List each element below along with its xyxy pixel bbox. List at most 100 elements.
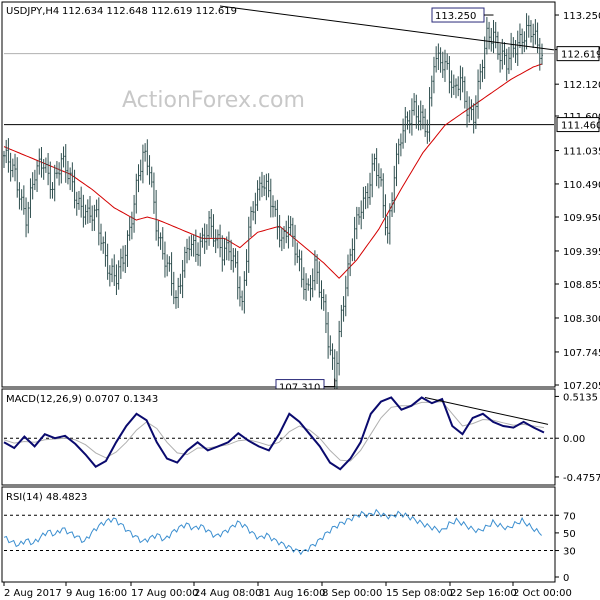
candlestick [128,216,131,241]
candlestick [342,296,345,322]
candlestick [249,206,252,237]
candlestick [294,224,297,266]
candlestick [16,157,19,198]
candlestick [40,146,43,178]
candlestick [42,159,45,180]
candlestick [474,95,477,129]
candlestick [505,48,508,81]
candlestick [375,148,378,187]
candlestick [351,238,354,262]
watermark: ActionForex.com [122,88,305,113]
candlestick [307,278,310,291]
candlestick [327,312,330,359]
candlestick [186,238,189,264]
candlestick [459,65,462,101]
candlestick [391,192,394,218]
candlestick [424,108,427,137]
price-tick-label: 111.035 [563,147,600,158]
candlestick [496,31,499,60]
candlestick [179,273,182,294]
price-tick-label: 107.745 [563,348,600,359]
candlestick [357,207,360,225]
candlestick [410,98,413,136]
candlestick [214,229,217,254]
candlestick [9,152,12,182]
support-tag [556,117,600,133]
candlestick [208,210,211,246]
candlestick [152,172,155,214]
candlestick [349,248,352,277]
candlestick [135,173,138,214]
candlestick [421,104,424,130]
candlestick [117,260,120,290]
price-levels [4,53,554,126]
candlestick [183,246,186,278]
current-price-tag [556,46,600,62]
candlestick [485,17,488,55]
candlestick [521,28,524,55]
candlestick [371,153,374,198]
candlestick [88,196,91,224]
candlestick [417,105,420,131]
macd-tick-label: -0.4757 [563,473,600,484]
price-tick-label: 108.300 [563,314,600,325]
candlestick [71,162,74,192]
candlestick [51,182,54,199]
candlestick [291,217,294,247]
candlestick [518,23,521,49]
resistance-trendline [219,5,555,51]
candlestick [100,223,103,251]
candlestick [93,204,96,231]
candlestick [362,186,365,220]
candlestick [355,206,358,240]
candlestick [232,247,235,273]
x-tick-label: 22 Sep 16:00 [450,588,517,599]
candlestick [256,180,259,211]
candlestick [461,67,464,93]
candlestick [95,199,98,218]
price-tick-label: 112.120 [563,80,600,91]
high-label: 113.250 [435,11,476,22]
candlestick [466,91,469,128]
candlestick [430,75,433,107]
candlestick [260,171,263,198]
candlestick [289,216,292,236]
candlestick [141,144,144,184]
price-tick-label: 109.395 [563,247,600,258]
candlestick [364,186,367,210]
candlestick [7,138,10,173]
candlestick [382,173,385,218]
candlestick [399,133,402,157]
candlestick [280,227,283,252]
candlestick [126,230,129,267]
candlestick [49,161,52,199]
candlestick [166,254,169,277]
candlestick [159,232,162,250]
x-tick-label: 15 Sep 08:00 [386,588,453,599]
price-tick-label: 107.205 [563,381,600,392]
candlestick [331,343,334,370]
candlestick [84,204,87,225]
candlestick [468,96,471,123]
macd-panel: MACD(12,26,9) 0.0707 0.1343 [1,388,556,486]
candlestick [457,76,460,97]
candlestick [320,280,323,310]
macd-title: MACD(12,26,9) 0.0707 0.1343 [6,394,158,405]
price-tick-label: 108.855 [563,280,600,291]
candlestick [194,229,197,262]
candlestick [148,155,151,185]
rsi-tick-label: 0 [563,573,569,584]
candlestick [269,178,272,218]
candlestick [298,249,301,272]
candlestick [507,46,510,74]
rsi-tick-label: 70 [563,511,576,522]
rsi-tick-label: 50 [563,529,576,540]
candlestick [212,214,215,247]
candlestick [406,111,409,130]
candlestick [470,99,473,121]
low-label: 107.310 [279,383,320,394]
candlestick [247,216,250,273]
candlestick [25,197,28,238]
candlestick [230,239,233,270]
candlestick [243,271,246,314]
